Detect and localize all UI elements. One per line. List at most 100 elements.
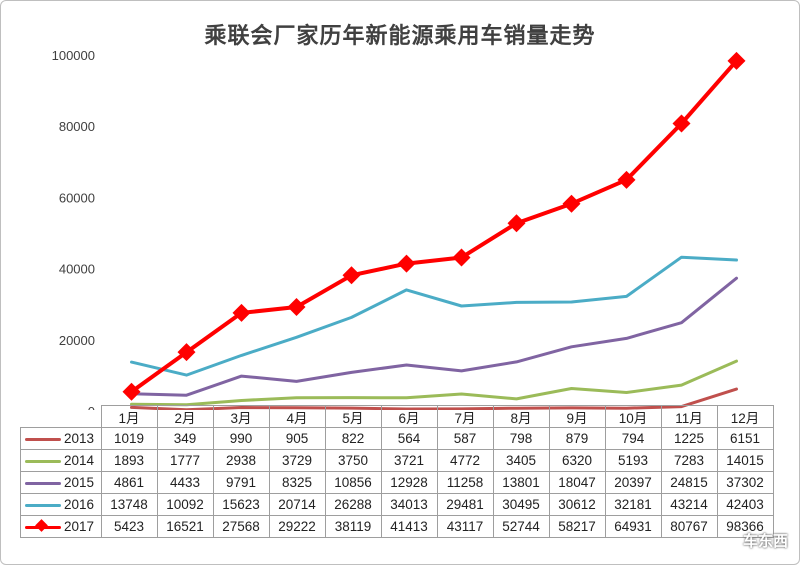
- x-tick-label: 3月: [212, 405, 270, 428]
- x-tick-label: 7月: [436, 405, 494, 428]
- data-label: 30495: [492, 493, 550, 516]
- data-label: 564: [380, 427, 438, 450]
- x-tick-label: 12月: [716, 405, 774, 428]
- data-label: 9791: [212, 471, 270, 494]
- table-row: 2017 5423 16521 27568 29222 38119 41413 43117 52…: [20, 515, 774, 538]
- data-label: 30612: [548, 493, 606, 516]
- data-label: 42403: [716, 493, 774, 516]
- data-label: 1019: [100, 427, 158, 450]
- data-label: 1777: [156, 449, 214, 472]
- line-chart-plot: 0 20000 40000 60000 80000 100000: [52, 48, 746, 410]
- data-point: [232, 303, 251, 322]
- series-layer: [122, 51, 746, 410]
- data-label: 822: [324, 427, 382, 450]
- table-row: 2016 13748 10092 15623 20714 26288 34013 29481 3…: [20, 493, 774, 516]
- y-tick-label: 100000: [52, 48, 95, 63]
- x-tick-label: 11月: [660, 405, 718, 428]
- data-label: 98366: [716, 515, 774, 538]
- data-label: 32181: [604, 493, 662, 516]
- y-tick-label: 0: [88, 404, 95, 410]
- data-label: 798: [492, 427, 550, 450]
- series-line-2015: [130, 276, 738, 397]
- data-label: 1893: [100, 449, 158, 472]
- data-label: 5193: [604, 449, 662, 472]
- data-point: [342, 266, 361, 285]
- legend-entry: 2017: [20, 515, 102, 538]
- data-label: 6151: [716, 427, 774, 450]
- legend-entry: 2016: [20, 493, 102, 516]
- chart-title: 乘联会厂家历年新能源乘用车销量走势: [204, 24, 596, 49]
- watermark: 车东西: [742, 532, 788, 550]
- data-label: 43214: [660, 493, 718, 516]
- data-label: 41413: [380, 515, 438, 538]
- data-table-body: 2013 1019 349 990 905 822 564 587 798 879 794 1225 6…: [20, 427, 774, 538]
- data-label: 10856: [324, 471, 382, 494]
- data-point: [287, 297, 306, 316]
- data-label: 587: [436, 427, 494, 450]
- legend-label: 2016: [64, 497, 95, 512]
- legend-entry: 2014: [20, 449, 102, 472]
- data-label: 43117: [436, 515, 494, 538]
- x-tick-label: 6月: [380, 405, 438, 428]
- x-tick-label: 2月: [156, 405, 214, 428]
- data-point: [452, 248, 471, 267]
- data-point: [617, 170, 636, 189]
- data-label: 3750: [324, 449, 382, 472]
- data-label: 64931: [604, 515, 662, 538]
- data-label: 905: [268, 427, 326, 450]
- table-corner: [21, 406, 102, 428]
- x-tick-label: 4月: [268, 405, 326, 428]
- data-label: 13748: [100, 493, 158, 516]
- y-axis: 0 20000 40000 60000 80000 100000: [52, 48, 95, 410]
- data-label: 14015: [716, 449, 774, 472]
- table-row: 2014 1893 1777 2938 3729 3750 3721 4772 3405 6320…: [20, 449, 774, 472]
- x-tick-label: 5月: [324, 405, 382, 428]
- data-label: 879: [548, 427, 606, 450]
- data-table-header: 1月 2月 3月 4月 5月 6月 7月 8月 9月 10月 11月 12月: [21, 405, 774, 428]
- data-point: [507, 214, 526, 233]
- series-line-2017: [129, 58, 739, 394]
- legend-key-icon: [25, 477, 61, 489]
- data-label: 4772: [436, 449, 494, 472]
- data-label: 16521: [156, 515, 214, 538]
- data-label: 4433: [156, 471, 214, 494]
- legend-label: 2013: [64, 431, 95, 446]
- y-tick-label: 60000: [59, 190, 95, 205]
- data-point: [727, 51, 746, 70]
- data-label: 11258: [436, 471, 494, 494]
- data-label: 10092: [156, 493, 214, 516]
- data-label: 1225: [660, 427, 718, 450]
- data-point: [177, 343, 196, 362]
- y-tick-label: 80000: [59, 119, 95, 134]
- x-tick-label: 10月: [604, 405, 662, 428]
- data-label: 4861: [100, 471, 158, 494]
- data-label: 29222: [268, 515, 326, 538]
- legend-label: 2017: [64, 519, 95, 534]
- data-label: 18047: [548, 471, 606, 494]
- data-point: [397, 254, 416, 273]
- data-label: 15623: [212, 493, 270, 516]
- x-tick-label: 8月: [492, 405, 550, 428]
- data-label: 29481: [436, 493, 494, 516]
- data-label: 349: [156, 427, 214, 450]
- data-label: 2938: [212, 449, 270, 472]
- data-label: 27568: [212, 515, 270, 538]
- legend-key-icon: [25, 499, 61, 511]
- data-point: [562, 194, 581, 213]
- data-point: [672, 114, 691, 133]
- series-2016: [130, 255, 738, 377]
- series-2014: [130, 359, 738, 407]
- legend-label: 2014: [64, 453, 95, 468]
- legend-key-icon: [25, 433, 61, 445]
- data-label: 990: [212, 427, 270, 450]
- legend-key-icon: [25, 519, 61, 533]
- table-row: 2015 4861 4433 9791 8325 10856 12928 11258 13801…: [20, 471, 774, 494]
- data-label: 6320: [548, 449, 606, 472]
- data-label: 58217: [548, 515, 606, 538]
- legend-label: 2015: [64, 475, 95, 490]
- data-label: 794: [604, 427, 662, 450]
- legend-key-icon: [25, 455, 61, 467]
- series-line-2014: [130, 359, 738, 407]
- data-table: 1月 2月 3月 4月 5月 6月 7月 8月 9月 10月 11月 12月 2013 1019 349 9…: [20, 405, 774, 538]
- legend-entry: 2015: [20, 471, 102, 494]
